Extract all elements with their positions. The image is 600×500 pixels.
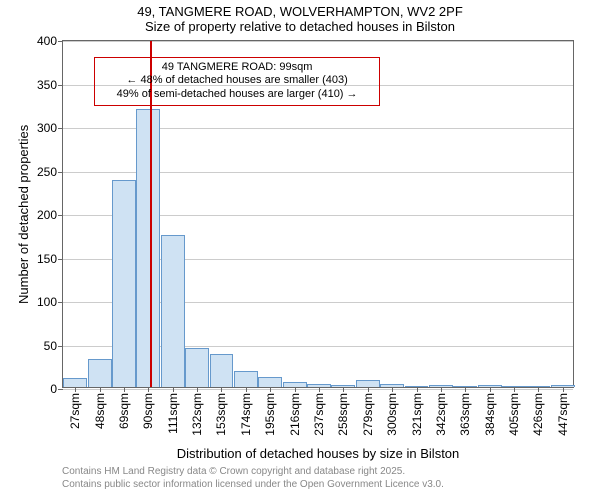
xtick-mark [100,387,101,392]
xtick-mark [538,387,539,392]
xtick-label: 426sqm [531,393,545,436]
x-axis-label: Distribution of detached houses by size … [62,446,574,461]
xtick-mark [563,387,564,392]
xtick-label: 153sqm [214,393,228,436]
ytick-mark [58,172,63,173]
xtick-mark [148,387,149,392]
histogram-bar [185,348,209,387]
chart-title-line2: Size of property relative to detached ho… [0,19,600,36]
xtick-label: 447sqm [556,393,570,436]
ytick-label: 400 [37,34,57,48]
xtick-label: 384sqm [483,393,497,436]
xtick-label: 195sqm [263,393,277,436]
ytick-label: 250 [37,165,57,179]
footnote-line2: Contains public sector information licen… [62,479,444,492]
xtick-mark [295,387,296,392]
xtick-mark [368,387,369,392]
xtick-label: 174sqm [239,393,253,436]
annotation-box: 49 TANGMERE ROAD: 99sqm← 48% of detached… [94,57,381,106]
xtick-mark [319,387,320,392]
chart-title-line1: 49, TANGMERE ROAD, WOLVERHAMPTON, WV2 2P… [0,0,600,19]
xtick-label: 69sqm [117,393,131,429]
xtick-mark [514,387,515,392]
ytick-mark [58,346,63,347]
ytick-mark [58,215,63,216]
ytick-mark [58,302,63,303]
ytick-mark [58,41,63,42]
xtick-label: 405sqm [507,393,521,436]
xtick-label: 237sqm [312,393,326,436]
ytick-label: 300 [37,121,57,135]
histogram-bar [88,359,112,387]
histogram-bar [136,109,160,387]
xtick-label: 300sqm [385,393,399,436]
histogram-bar [234,371,258,387]
xtick-mark [441,387,442,392]
xtick-label: 279sqm [361,393,375,436]
xtick-label: 90sqm [141,393,155,429]
xtick-label: 216sqm [288,393,302,436]
ytick-label: 350 [37,78,57,92]
annotation-line1: ← 48% of detached houses are smaller (40… [101,74,374,88]
ytick-mark [58,259,63,260]
xtick-label: 363sqm [458,393,472,436]
gridline [63,389,573,390]
ytick-label: 0 [50,382,57,396]
ytick-label: 100 [37,295,57,309]
footnote-line1: Contains HM Land Registry data © Crown c… [62,466,444,479]
xtick-mark [246,387,247,392]
xtick-mark [417,387,418,392]
histogram-bar [258,377,282,387]
histogram-bar [112,180,136,387]
ytick-label: 200 [37,208,57,222]
ytick-mark [58,85,63,86]
histogram-bar [356,380,380,387]
gridline [63,41,573,42]
chart-container: 49, TANGMERE ROAD, WOLVERHAMPTON, WV2 2P… [0,0,600,500]
xtick-mark [465,387,466,392]
xtick-label: 27sqm [68,393,82,429]
histogram-bar [161,235,185,387]
xtick-label: 342sqm [434,393,448,436]
xtick-mark [75,387,76,392]
xtick-label: 111sqm [166,393,180,434]
histogram-bar [210,354,234,387]
xtick-label: 321sqm [410,393,424,436]
xtick-mark [221,387,222,392]
xtick-label: 258sqm [336,393,350,436]
xtick-mark [343,387,344,392]
xtick-mark [270,387,271,392]
xtick-mark [490,387,491,392]
xtick-label: 132sqm [190,393,204,436]
annotation-line2: 49% of semi-detached houses are larger (… [101,88,374,102]
xtick-label: 48sqm [93,393,107,429]
ytick-mark [58,128,63,129]
y-axis-label: Number of detached properties [16,125,31,304]
plot-area: 05010015020025030035040027sqm48sqm69sqm9… [62,40,574,388]
xtick-mark [392,387,393,392]
ytick-mark [58,389,63,390]
xtick-mark [173,387,174,392]
histogram-bar [63,378,87,387]
ytick-label: 150 [37,252,57,266]
footnote: Contains HM Land Registry data © Crown c… [62,466,444,491]
xtick-mark [124,387,125,392]
annotation-header: 49 TANGMERE ROAD: 99sqm [101,61,374,75]
xtick-mark [197,387,198,392]
ytick-label: 50 [44,339,57,353]
